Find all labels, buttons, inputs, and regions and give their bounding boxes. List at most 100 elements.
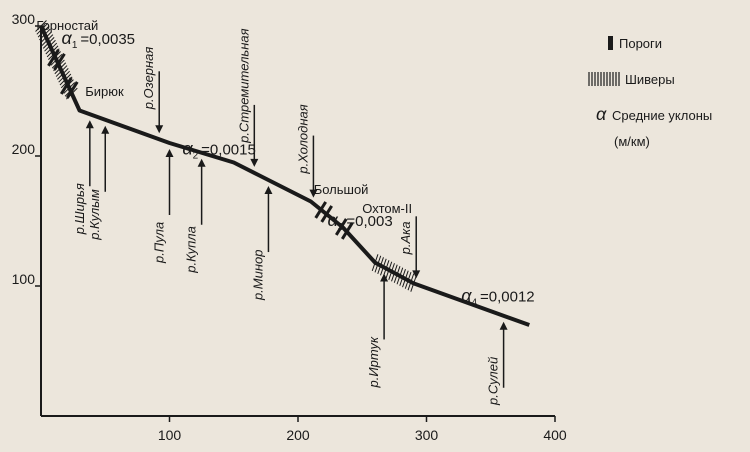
tributary: р.Купла [184, 158, 206, 274]
tributary-label: р.Иртук [366, 336, 381, 388]
legend-rapids-swatch [608, 36, 613, 50]
y-tick-label: 200 [12, 141, 36, 157]
slope-label: α1 =0,0035 [62, 28, 135, 51]
rapid-marker [334, 218, 354, 240]
shiver-hatch [46, 45, 59, 58]
shiver-hatch [58, 70, 70, 83]
tributary-arrowhead [85, 120, 94, 129]
tributary: р.Сулей [486, 321, 508, 406]
tributary-arrowhead [309, 189, 318, 198]
slope-label: α2 =0,0015 [182, 139, 255, 162]
shiver-hatch [388, 263, 395, 280]
tributary-arrowhead [101, 125, 110, 134]
tributary-label: р.Озерная [141, 47, 156, 111]
tributary: р.Кулым [87, 125, 110, 241]
tributary: р.Ака [398, 216, 421, 279]
slope-annotation: α4 =0,0012 [461, 285, 534, 308]
tributary-arrowhead [412, 270, 421, 279]
tributary: р.Минор [250, 186, 273, 302]
rapid-stroke [59, 77, 73, 95]
shiver-hatch [410, 274, 417, 292]
legend-shivers-swatch [588, 72, 620, 86]
tributary-arrowhead [380, 273, 389, 282]
tributary-arrowhead [499, 321, 508, 330]
tributary: р.Озерная [141, 47, 164, 134]
tributary: р.Стремительная [236, 28, 259, 167]
rapid-stroke [65, 81, 79, 99]
tributary-label: р.Минор [250, 250, 265, 302]
slope-label: α4 =0,0012 [461, 285, 534, 308]
shiver-hatch [371, 254, 379, 272]
tributary-label: р.Ака [398, 221, 413, 255]
shiver-hatch [39, 28, 51, 41]
shiver-hatch [393, 266, 401, 283]
shiver-hatch [377, 257, 384, 275]
tributary-arrowhead [250, 158, 259, 167]
shiver-hatch [54, 62, 67, 75]
tributary-arrowhead [264, 186, 273, 195]
shiver-hatch [35, 20, 47, 32]
shiver-hatch [40, 31, 52, 44]
shiver-hatch [45, 42, 58, 55]
rapid-label: Большой [314, 182, 369, 197]
shiver-hatch [63, 82, 76, 94]
shiver-hatch [59, 73, 72, 86]
x-tick-label: 100 [158, 427, 182, 443]
river-profile-line [39, 25, 530, 327]
rapid-stroke [314, 201, 327, 219]
x-tick-label: 300 [415, 427, 439, 443]
shiver-hatch [55, 65, 68, 77]
rapid-label: Бирюк [85, 84, 124, 99]
shiver-hatch [57, 68, 69, 80]
shiver-hatch [380, 258, 387, 276]
tributary: р.Холодная [295, 104, 318, 198]
legend-rapids-label: Пороги [619, 36, 662, 51]
rapid-marker [59, 77, 79, 99]
rapid-label: Горностай [36, 18, 98, 33]
slope-annotation: α2 =0,0015 [182, 139, 255, 162]
shiver-hatch [41, 34, 54, 46]
shiver-hatch [36, 22, 49, 35]
shiver-hatch [396, 267, 404, 285]
legend-shivers-label: Шиверы [625, 72, 675, 87]
rapid-marker [314, 201, 333, 223]
rapid-marker [47, 49, 66, 71]
legend: Пороги Шиверы α Средние уклоны (м/км) [588, 36, 712, 149]
rapid-stroke [53, 53, 66, 71]
rapid-label: Охтом-II [362, 201, 412, 216]
shiver-hatch [374, 255, 382, 273]
rapid-stroke [320, 205, 333, 223]
shiver-hatch [37, 25, 50, 38]
tributary-label: р.Холодная [295, 104, 310, 174]
rapid-stroke [340, 222, 354, 240]
tributary-label: р.Стремительная [236, 28, 251, 144]
y-tick-label: 300 [12, 11, 36, 27]
legend-slope-units: (м/км) [614, 134, 650, 149]
tributary: р.Пула [152, 149, 174, 264]
tributary-label: р.Сулей [486, 357, 501, 406]
shiver-hatch [391, 264, 398, 282]
tributary-label: р.Ширья [72, 183, 87, 235]
tributary-label: р.Кулым [87, 189, 102, 241]
shiver-hatch [399, 269, 406, 286]
rapid-stroke [47, 49, 60, 67]
y-tick-label: 100 [12, 271, 36, 287]
tributary-label: р.Купла [184, 226, 199, 274]
shiver-hatch [407, 273, 415, 291]
legend-slope-label: Средние уклоны [612, 108, 712, 123]
tributary-label: р.Пула [152, 222, 167, 264]
shiver-hatch [402, 270, 409, 288]
shiver-hatch [385, 261, 393, 279]
x-tick-label: 400 [543, 427, 567, 443]
shiver-segment [371, 254, 417, 292]
shiver-hatch [42, 37, 55, 49]
shiver-hatch [50, 53, 63, 66]
shiver-hatch [404, 271, 412, 289]
tributary: р.Ширья [72, 120, 94, 235]
tributary-arrowhead [197, 158, 206, 167]
slope-annotation: α3 =0,003 [328, 210, 393, 233]
tributary: р.Иртук [366, 273, 389, 388]
tributary-arrowhead [155, 125, 164, 134]
